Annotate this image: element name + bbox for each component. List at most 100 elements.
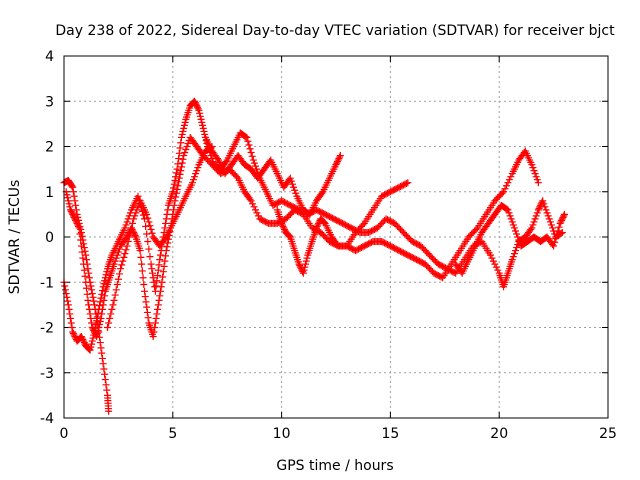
y-tick-label: 2 [45, 140, 54, 156]
data-point [82, 278, 90, 286]
data-point [96, 302, 104, 310]
data-point [100, 365, 108, 373]
data-point [93, 333, 101, 341]
data-point [103, 386, 111, 394]
data-point [102, 381, 110, 389]
data-point [110, 260, 118, 268]
data-point [138, 267, 146, 275]
data-point [529, 221, 537, 229]
data-point [539, 197, 547, 205]
data-point [139, 274, 147, 282]
data-point [122, 221, 130, 229]
data-point [299, 268, 307, 276]
data-point [113, 281, 121, 289]
data-point [93, 330, 101, 338]
data-point [156, 292, 164, 300]
data-point [129, 219, 137, 227]
data-point [112, 254, 120, 262]
data-point [102, 271, 110, 279]
data-point [250, 159, 258, 167]
data-point [80, 266, 88, 274]
data-point [70, 213, 78, 221]
data-point [213, 155, 221, 163]
data-point [181, 118, 189, 126]
data-point [75, 222, 83, 230]
data-point [66, 203, 74, 211]
data-point [296, 262, 304, 270]
data-point [69, 330, 77, 338]
data-point [123, 218, 131, 226]
data-point [100, 296, 108, 304]
data-point [251, 206, 259, 214]
data-point [159, 268, 167, 276]
data-point [537, 201, 545, 209]
data-point [101, 370, 109, 378]
data-point [63, 191, 71, 199]
x-tick-label: 25 [599, 426, 617, 442]
data-point [192, 100, 200, 108]
data-point [113, 251, 121, 259]
data-point [287, 177, 295, 185]
y-tick-label: -3 [40, 366, 54, 382]
data-point [90, 297, 98, 305]
data-point [119, 257, 127, 265]
data-point [64, 194, 72, 202]
data-point [540, 200, 548, 208]
data-point [145, 245, 153, 253]
data-point [97, 314, 105, 322]
data-point [78, 248, 86, 256]
data-point [148, 265, 156, 273]
data-point [501, 185, 509, 193]
data-point [147, 260, 155, 268]
data-point [98, 354, 106, 362]
data-point [161, 235, 169, 243]
data-point [111, 291, 119, 299]
data-point [175, 149, 183, 157]
data-point [96, 339, 104, 347]
data-point [110, 296, 118, 304]
data-point [117, 265, 125, 273]
data-point [84, 265, 92, 273]
data-point [131, 231, 139, 239]
data-point [246, 195, 254, 203]
data-point [533, 209, 541, 217]
data-point [134, 192, 142, 200]
data-point [531, 170, 539, 178]
data-point [173, 185, 181, 193]
data-point [183, 143, 191, 150]
data-point [313, 222, 321, 230]
data-point [318, 189, 326, 197]
data-point [504, 206, 512, 214]
data-point [502, 182, 510, 190]
data-point [494, 266, 502, 274]
data-point [245, 141, 253, 149]
data-point [149, 333, 157, 341]
data-point [178, 133, 186, 141]
data-point [199, 121, 207, 129]
data-point [141, 215, 149, 223]
data-point [112, 286, 120, 294]
data-point [149, 274, 157, 282]
data-point [151, 324, 159, 331]
data-point [93, 313, 101, 321]
x-tick-label: 15 [381, 426, 399, 442]
data-point [194, 105, 202, 113]
data-point [535, 204, 543, 212]
data-point [103, 268, 111, 276]
data-point [554, 227, 562, 235]
data-point [132, 209, 140, 217]
data-point [532, 212, 540, 220]
data-point [558, 228, 566, 236]
data-point [504, 179, 512, 187]
data-point [295, 260, 303, 268]
data-point [69, 188, 77, 196]
data-point [193, 167, 201, 175]
data-point [553, 231, 561, 239]
data-point [560, 210, 568, 218]
data-point [115, 270, 123, 278]
data-point [513, 230, 521, 238]
data-point [531, 215, 539, 223]
data-point [64, 297, 72, 305]
data-point [88, 337, 96, 345]
data-point [500, 188, 508, 196]
